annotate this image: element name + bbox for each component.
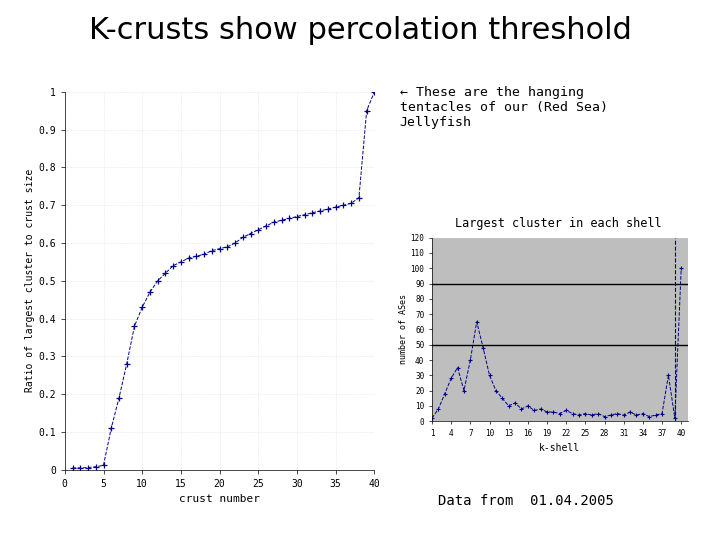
X-axis label: crust number: crust number — [179, 495, 260, 504]
Text: Largest cluster in each shell: Largest cluster in each shell — [455, 217, 661, 230]
Y-axis label: Ratio of largest cluster to crust size: Ratio of largest cluster to crust size — [25, 169, 35, 393]
Text: Data from  01.04.2005: Data from 01.04.2005 — [438, 494, 613, 508]
X-axis label: k-shell: k-shell — [539, 443, 580, 454]
Y-axis label: number of ASes: number of ASes — [399, 294, 408, 364]
Text: ← These are the hanging
tentacles of our (Red Sea)
Jellyfish: ← These are the hanging tentacles of our… — [400, 86, 608, 130]
Text: K-crusts show percolation threshold: K-crusts show percolation threshold — [89, 16, 631, 45]
